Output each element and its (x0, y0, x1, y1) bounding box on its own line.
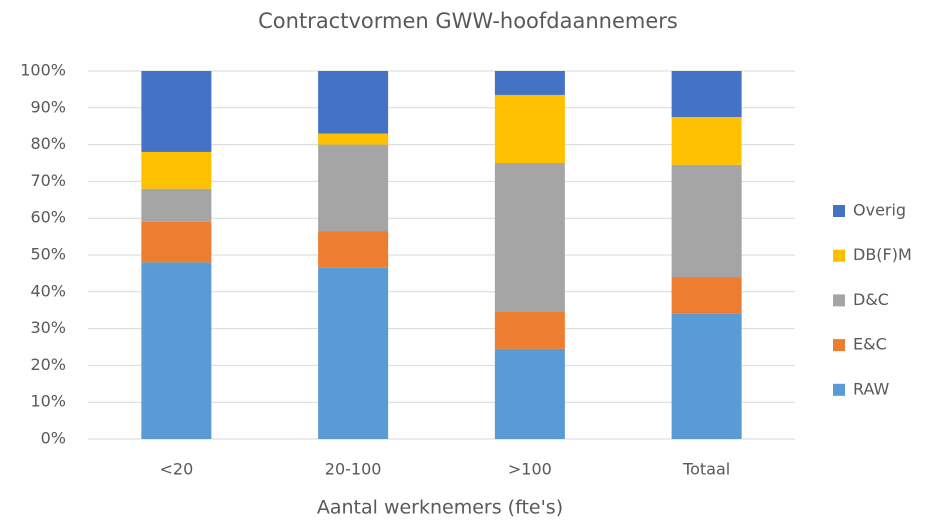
bar-segment (671, 313, 742, 439)
y-tick-label: 70% (30, 171, 66, 190)
bar-segment (318, 231, 389, 268)
bar-segment (671, 117, 742, 165)
bar-segment (671, 71, 742, 117)
legend-swatch (833, 249, 845, 262)
bar-segment (494, 94, 565, 163)
x-axis-title: Aantal werknemers (fte's) (317, 497, 563, 519)
x-tick-label: <20 (159, 460, 193, 479)
bar-segment (141, 221, 212, 263)
legend-label: DB(F)M (853, 245, 912, 264)
bar-segment (318, 71, 389, 134)
bar-segment (318, 133, 389, 145)
y-tick-label: 80% (30, 134, 66, 153)
y-tick-label: 30% (30, 318, 66, 337)
legend-swatch (833, 383, 845, 396)
legend-label: D&C (853, 290, 889, 309)
legend-swatch (833, 339, 845, 352)
x-tick-label: Totaal (682, 460, 730, 479)
x-tick-label: >100 (508, 460, 552, 479)
y-tick-label: 40% (30, 281, 66, 300)
y-tick-label: 10% (30, 392, 66, 411)
legend-swatch (833, 294, 845, 307)
bar-segment (141, 262, 212, 439)
bar-segment (494, 348, 565, 439)
y-tick-label: 60% (30, 208, 66, 227)
bar-segment (671, 164, 742, 278)
y-tick-label: 90% (30, 97, 66, 116)
chart-title: Contractvormen GWW-hoofdaannemers (258, 9, 678, 33)
bar-segment (494, 312, 565, 349)
legend-label: RAW (853, 379, 890, 398)
bar-segment (141, 151, 212, 189)
bar-segment (494, 71, 565, 95)
bar-segment (318, 144, 389, 232)
y-tick-label: 50% (30, 245, 66, 264)
bar-segment (141, 71, 212, 152)
bar-segment (494, 163, 565, 313)
legend-label: E&C (853, 335, 887, 354)
bar-segment (318, 267, 389, 439)
legend-swatch (833, 205, 845, 217)
legend-label: Overig (853, 201, 906, 220)
bar-segment (671, 277, 742, 314)
y-tick-label: 100% (20, 61, 66, 80)
bar-segment (141, 188, 212, 222)
x-tick-label: 20-100 (325, 460, 382, 479)
y-tick-label: 0% (41, 429, 66, 448)
y-tick-label: 20% (30, 355, 66, 374)
